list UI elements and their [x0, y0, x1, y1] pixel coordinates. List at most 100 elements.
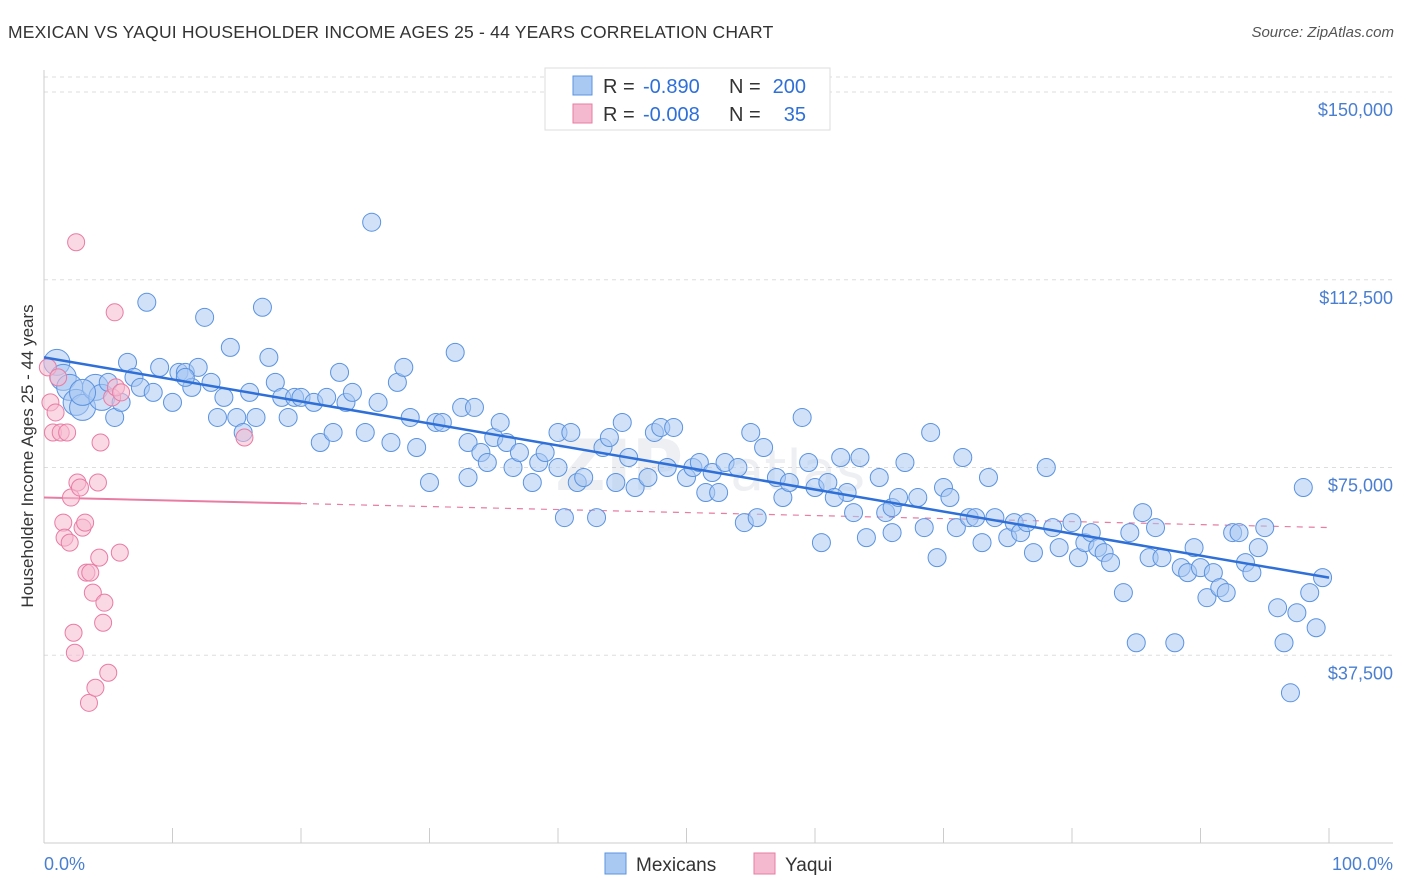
mexicans-point — [1287, 603, 1307, 623]
y-tick-labels: $37,500 $75,000 $112,500 $150,000 — [1318, 100, 1393, 683]
mexicans-point — [882, 523, 902, 543]
mexicans-point — [844, 503, 864, 523]
legend-r-mexicans: -0.890 — [643, 76, 700, 98]
mexicans-point — [664, 417, 684, 437]
mexicans-point — [587, 508, 607, 528]
bottom-legend-swatch-mexicans — [604, 852, 627, 875]
mexicans-point — [779, 473, 799, 493]
mexicans-point — [554, 508, 574, 528]
mexicans-point — [458, 432, 478, 452]
bottom-legend-yaqui: Yaqui — [785, 855, 832, 876]
axes — [43, 70, 1393, 844]
mexicans-point — [914, 518, 934, 538]
mexicans-point — [1062, 513, 1082, 533]
y-tick-label: $75,000 — [1328, 476, 1393, 496]
mexicans-point — [741, 422, 761, 442]
yaqui-point — [70, 478, 89, 497]
mexicans-point — [978, 468, 998, 488]
mexicans-point — [1197, 588, 1217, 608]
mexicans-point — [1036, 458, 1056, 478]
mexicans-point — [869, 468, 889, 488]
x-ticks — [172, 828, 1330, 843]
mexicans-point — [1049, 538, 1069, 558]
mexicans-point — [728, 458, 748, 478]
mexicans-point — [1101, 553, 1121, 573]
mexicans-point — [548, 458, 568, 478]
mexicans-point — [1229, 523, 1249, 543]
mexicans-point — [689, 453, 709, 473]
mexicans-point — [535, 442, 555, 462]
yaqui-point — [49, 368, 68, 387]
legend-n-mexicans: 200 — [773, 76, 806, 98]
mexicans-point — [811, 533, 831, 553]
mexicans-point — [368, 392, 388, 412]
yaqui-point — [95, 593, 114, 612]
yaqui-point — [91, 433, 110, 452]
mexicans-point — [792, 407, 812, 427]
chart-title: MEXICAN VS YAQUI HOUSEHOLDER INCOME AGES… — [8, 22, 774, 42]
mexicans-point — [606, 473, 626, 493]
mexicans-point — [638, 468, 658, 488]
bottom-legend-mexicans: Mexicans — [636, 855, 716, 876]
mexicans-point — [400, 407, 420, 427]
yaqui-points — [38, 233, 254, 712]
mexicans-point — [850, 447, 870, 467]
x-tick-label: 0.0% — [44, 854, 85, 874]
mexicans-point — [799, 453, 819, 473]
mexicans-point — [355, 422, 375, 442]
yaqui-point — [110, 543, 129, 562]
mexicans-point — [458, 468, 478, 488]
y-axis-label: Householder Income Ages 25 - 44 years — [18, 304, 37, 607]
mexicans-point — [195, 307, 215, 327]
mexicans-point — [381, 432, 401, 452]
mexicans-point — [310, 432, 330, 452]
yaqui-point — [105, 303, 124, 322]
yaqui-point — [67, 233, 86, 252]
mexicans-point — [940, 488, 960, 508]
mexicans-point — [1120, 523, 1140, 543]
mexicans-point — [1300, 583, 1320, 603]
series-legend: Mexicans Yaqui — [604, 852, 832, 876]
mexicans-point — [747, 508, 767, 528]
mexicans-point — [856, 528, 876, 548]
yaqui-point — [65, 643, 84, 662]
mexicans-point — [1216, 583, 1236, 603]
mexicans-point — [1023, 543, 1043, 563]
mexicans-point — [1293, 478, 1313, 498]
mexicans-point — [278, 407, 298, 427]
mexicans-point — [831, 447, 851, 467]
mexicans-point — [69, 378, 97, 406]
mexicans-point — [921, 422, 941, 442]
legend-n-label: N = — [729, 76, 761, 98]
yaqui-point — [90, 548, 109, 567]
mexicans-point — [972, 533, 992, 553]
legend-swatch-mexicans — [572, 75, 593, 96]
mexicans-point — [1126, 633, 1146, 653]
yaqui-point — [64, 623, 83, 642]
mexicans-point — [509, 442, 529, 462]
mexicans-point — [394, 357, 414, 377]
yaqui-trend-solid — [43, 496, 302, 505]
mexicans-point — [445, 342, 465, 362]
y-tick-label: $37,500 — [1328, 663, 1393, 683]
legend-r-yaqui: -0.008 — [643, 104, 700, 126]
mexicans-point — [137, 292, 157, 312]
yaqui-point — [54, 513, 73, 532]
legend-swatch-yaqui — [572, 103, 593, 124]
mexicans-point — [362, 212, 382, 232]
mexicans-point — [220, 337, 240, 357]
mexicans-point — [574, 468, 594, 488]
mexicans-point — [432, 412, 452, 432]
legend-r-label: R = — [603, 76, 635, 98]
mexicans-point — [754, 437, 774, 457]
legend-r-label: R = — [603, 104, 635, 126]
mexicans-point — [953, 447, 973, 467]
yaqui-point — [112, 383, 131, 402]
mexicans-point — [1248, 538, 1268, 558]
mexicans-point — [522, 473, 542, 493]
yaqui-point — [76, 513, 95, 532]
yaqui-point — [86, 678, 105, 697]
yaqui-point — [94, 613, 113, 632]
bottom-legend-swatch-yaqui — [753, 852, 776, 875]
